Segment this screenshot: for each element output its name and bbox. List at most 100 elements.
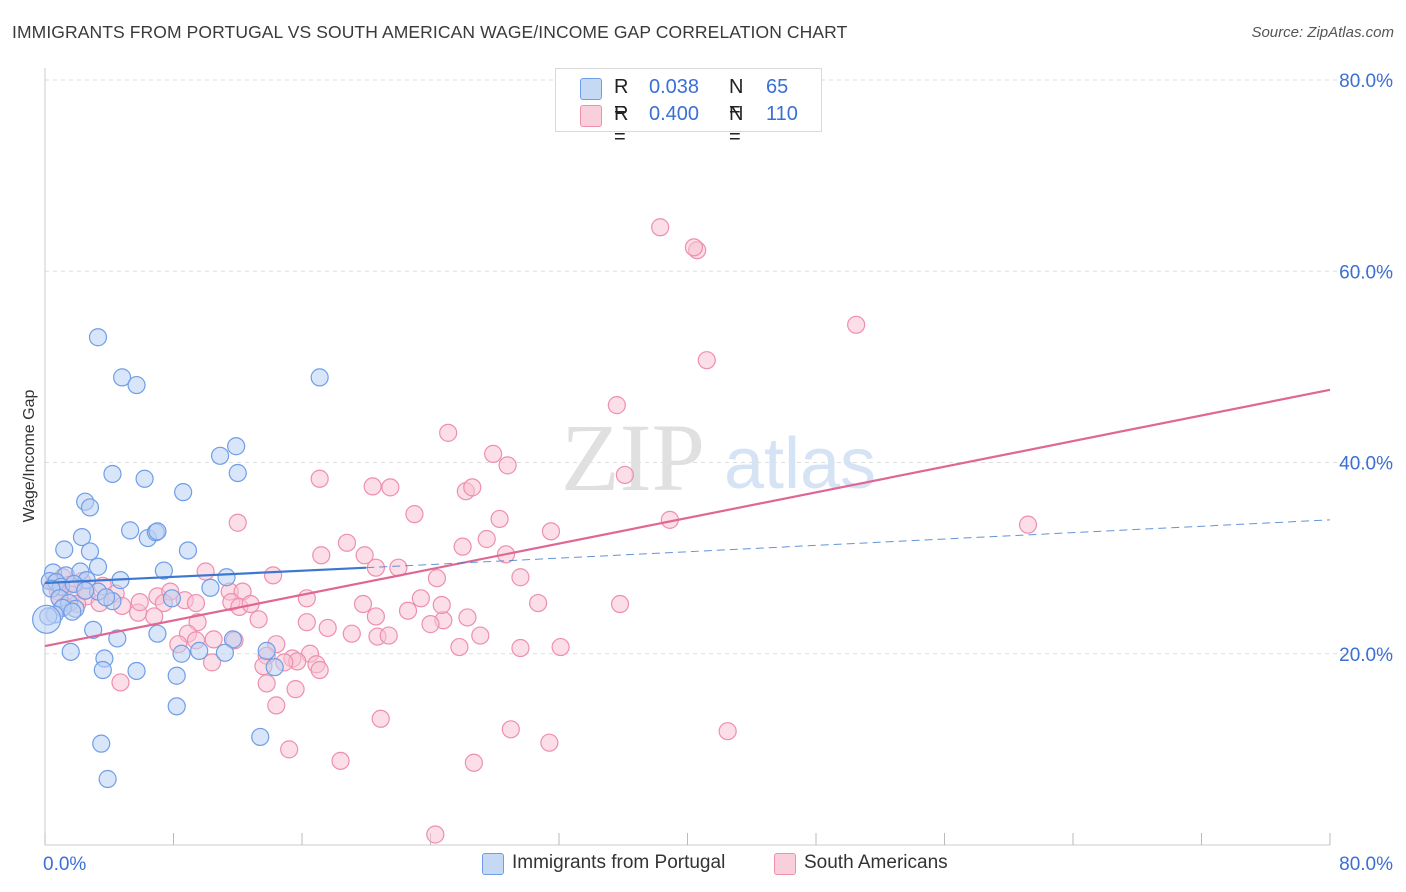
legend-r-label: R = xyxy=(614,76,629,121)
blue-point xyxy=(167,666,186,685)
pink-point xyxy=(540,733,559,752)
blue-point xyxy=(215,643,234,662)
correlation-legend: R = 0.038 N = 65 R = 0.400 N = 110 xyxy=(555,68,822,148)
blue-point xyxy=(88,328,108,347)
pink-point xyxy=(463,478,482,497)
pink-point xyxy=(607,396,626,415)
legend-swatch-blue xyxy=(482,853,504,875)
chart-title: IMMIGRANTS FROM PORTUGAL VS SOUTH AMERIC… xyxy=(12,22,848,42)
pink-point xyxy=(1018,515,1038,534)
pink-point xyxy=(331,751,350,770)
blue-point xyxy=(251,727,270,747)
x-tick-label: 0.0% xyxy=(43,854,86,875)
pink-point xyxy=(453,537,472,556)
gridlines xyxy=(45,79,1395,655)
pink-point xyxy=(501,720,520,739)
pink-point xyxy=(379,626,398,645)
blue-point xyxy=(217,568,236,587)
pink-point xyxy=(426,825,445,844)
blue-point xyxy=(148,522,167,541)
blue-point xyxy=(108,629,127,648)
pink-point xyxy=(411,589,430,608)
pink-point xyxy=(267,696,286,715)
blue-point xyxy=(172,644,191,663)
pink-point xyxy=(353,594,373,614)
pink-point xyxy=(432,595,451,615)
blue-point xyxy=(55,540,74,559)
pink-point xyxy=(337,533,357,552)
blue-point xyxy=(88,557,108,576)
y-tick-label: 40.0% xyxy=(1339,454,1393,475)
legend-r-value: 0.400 xyxy=(649,103,700,125)
blue-point xyxy=(148,624,167,643)
blue-point xyxy=(80,498,100,517)
pink-point xyxy=(249,610,268,629)
pink-point xyxy=(484,444,503,463)
blue-point xyxy=(265,658,284,677)
blue-point xyxy=(162,589,181,608)
blue-point xyxy=(190,641,209,660)
pink-point xyxy=(398,601,418,620)
pink-point xyxy=(471,626,490,645)
south-americans-points xyxy=(45,218,1038,844)
blue-point xyxy=(201,578,220,597)
blue-point xyxy=(76,581,95,600)
pink-point xyxy=(204,630,223,649)
pink-point xyxy=(718,722,737,741)
blue-point xyxy=(112,368,132,387)
pink-point xyxy=(186,593,206,613)
pink-point xyxy=(263,566,283,585)
legend-label: Immigrants from Portugal xyxy=(512,852,726,873)
legend-swatch-pink xyxy=(774,853,796,875)
pink-point xyxy=(684,238,704,257)
watermark-zip: ZIP xyxy=(561,404,705,511)
pink-point xyxy=(202,653,222,672)
pink-point xyxy=(541,522,561,541)
pink-point xyxy=(427,569,447,588)
blue-point xyxy=(121,521,140,540)
tick-labels: 20.0% 40.0% 60.0% 80.0% 0.0% 80.0% xyxy=(43,71,1393,875)
south-americans-trendline xyxy=(44,388,1331,648)
blue-point xyxy=(92,734,111,753)
pink-point xyxy=(439,423,458,442)
pink-point xyxy=(511,568,530,587)
pink-point xyxy=(458,608,477,627)
legend-r-value: 0.038 xyxy=(649,76,700,98)
legend-n-value: 110 xyxy=(766,103,798,125)
blue-point xyxy=(96,588,116,607)
pink-point xyxy=(847,315,866,334)
legend-label: South Americans xyxy=(804,852,948,873)
pink-point xyxy=(366,607,385,626)
pink-point xyxy=(610,594,630,614)
pink-point xyxy=(310,469,329,488)
blue-point xyxy=(210,446,230,465)
y-tick-label: 60.0% xyxy=(1339,262,1393,283)
pink-point xyxy=(511,638,530,658)
blue-point xyxy=(93,660,112,680)
chart-source: Source: ZipAtlas.com xyxy=(1251,24,1394,41)
pink-point xyxy=(355,546,374,565)
legend-n-label: N = xyxy=(729,103,744,148)
pink-point xyxy=(490,509,509,529)
blue-point xyxy=(154,561,173,580)
portugal-trendline xyxy=(44,566,367,585)
watermark-atlas: atlas xyxy=(724,424,876,504)
blue-point xyxy=(103,464,122,484)
pink-point xyxy=(381,478,400,497)
blue-point xyxy=(228,463,247,483)
blue-point xyxy=(72,527,92,547)
legend-n-label: N = xyxy=(729,76,744,121)
blue-point xyxy=(227,437,246,456)
blue-point xyxy=(178,541,198,560)
pink-point xyxy=(450,637,469,657)
pink-point xyxy=(551,637,570,657)
pink-point xyxy=(464,753,483,772)
pink-point xyxy=(421,615,440,634)
pink-point xyxy=(529,593,548,613)
pink-point xyxy=(477,529,496,549)
pink-point xyxy=(697,351,716,370)
blue-point xyxy=(84,620,103,639)
blue-point xyxy=(98,769,117,789)
pink-point xyxy=(312,546,331,565)
